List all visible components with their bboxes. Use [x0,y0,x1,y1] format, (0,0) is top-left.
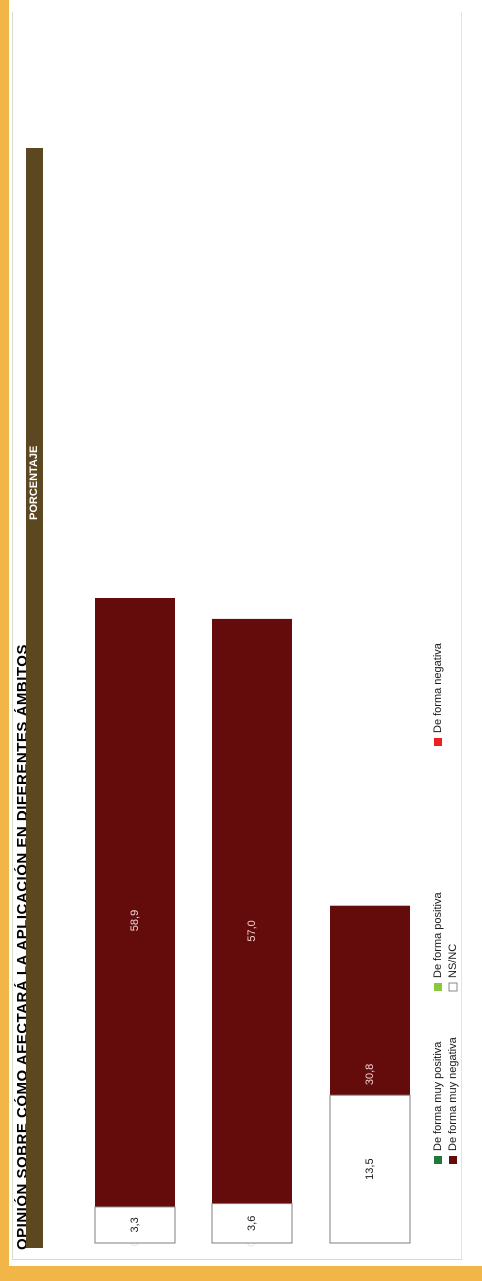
left-border [0,0,9,1281]
legend-label: NS/NC [447,944,459,978]
bar-segment [329,1094,411,1244]
legend-label: De forma negativa [432,642,444,733]
legend-swatch [449,1156,457,1164]
legend-swatch [434,1156,442,1164]
header-band [26,148,43,1248]
legend-label: De forma positiva [432,892,444,978]
data-label: 3,6 [246,1216,258,1231]
data-label: 58,9 [129,910,141,931]
legend-label: De forma muy negativa [447,1036,459,1151]
legend-swatch [434,738,442,746]
data-label: 13,5 [364,1158,376,1179]
data-label: 3,3 [129,1217,141,1232]
data-label: 57,0 [246,920,258,941]
legend-label: De forma muy positiva [432,1041,444,1151]
bar-segment [95,598,175,1243]
legend-swatch [448,982,458,992]
bar-segment [94,1206,176,1244]
chart-panel-border [12,12,462,1260]
bar-segment [211,1203,293,1244]
legend-swatch [434,983,442,991]
data-label: 30,8 [364,1064,376,1085]
bottom-border [0,1266,482,1281]
bar-segment [212,618,292,1243]
